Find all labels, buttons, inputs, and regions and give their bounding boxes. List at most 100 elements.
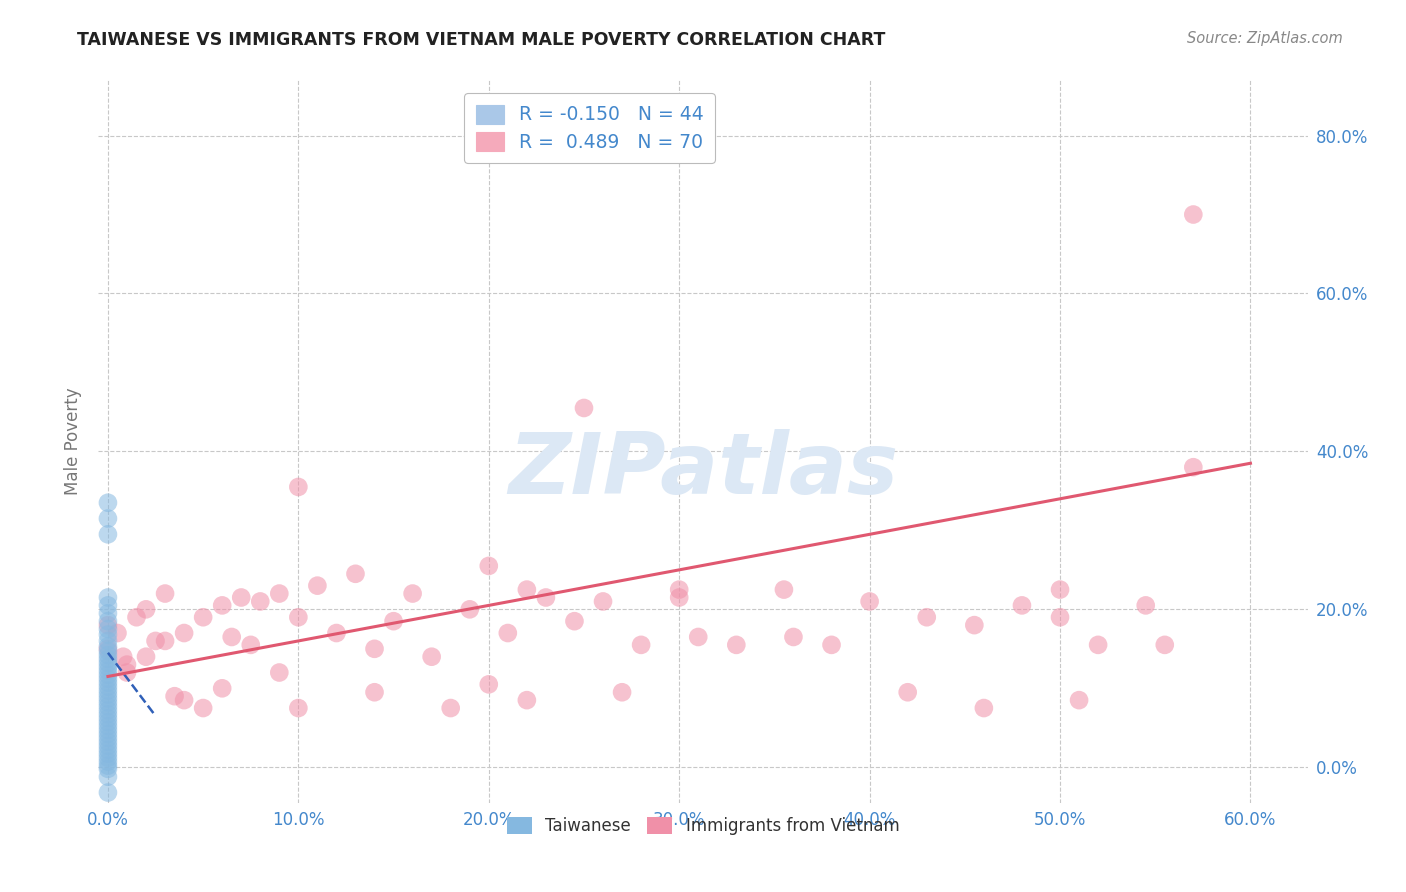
Point	[97, 591, 120, 605]
Point	[97, 683, 120, 698]
Point	[820, 638, 842, 652]
Point	[1087, 638, 1109, 652]
Point	[534, 591, 557, 605]
Point	[97, 656, 120, 670]
Point	[307, 579, 329, 593]
Point	[112, 649, 135, 664]
Point	[287, 480, 309, 494]
Point	[97, 711, 120, 725]
Text: TAIWANESE VS IMMIGRANTS FROM VIETNAM MALE POVERTY CORRELATION CHART: TAIWANESE VS IMMIGRANTS FROM VIETNAM MAL…	[77, 31, 886, 49]
Point	[97, 527, 120, 541]
Point	[97, 743, 120, 757]
Point	[135, 649, 157, 664]
Point	[1049, 610, 1071, 624]
Point	[97, 727, 120, 741]
Point	[1182, 460, 1205, 475]
Point	[1153, 638, 1175, 652]
Y-axis label: Male Poverty: Male Poverty	[65, 388, 83, 495]
Point	[269, 665, 291, 680]
Point	[191, 610, 214, 624]
Point	[173, 693, 195, 707]
Point	[344, 566, 367, 581]
Point	[725, 638, 748, 652]
Point	[897, 685, 920, 699]
Point	[97, 511, 120, 525]
Point	[97, 719, 120, 733]
Point	[363, 685, 385, 699]
Point	[115, 657, 138, 672]
Point	[97, 703, 120, 717]
Point	[97, 675, 120, 690]
Point	[382, 614, 405, 628]
Point	[153, 634, 176, 648]
Point	[572, 401, 595, 415]
Point	[1182, 207, 1205, 221]
Point	[610, 685, 633, 699]
Point	[97, 715, 120, 730]
Point	[325, 626, 347, 640]
Point	[97, 496, 120, 510]
Point	[859, 594, 882, 608]
Point	[97, 739, 120, 753]
Point	[915, 610, 938, 624]
Point	[97, 672, 120, 686]
Point	[211, 599, 233, 613]
Point	[97, 664, 120, 678]
Point	[97, 622, 120, 636]
Point	[211, 681, 233, 696]
Point	[97, 668, 120, 682]
Point	[97, 634, 120, 648]
Point	[97, 735, 120, 749]
Point	[221, 630, 243, 644]
Point	[630, 638, 652, 652]
Point	[97, 699, 120, 714]
Point	[97, 731, 120, 745]
Point	[420, 649, 443, 664]
Point	[963, 618, 986, 632]
Point	[97, 747, 120, 761]
Point	[97, 755, 120, 769]
Point	[592, 594, 614, 608]
Point	[135, 602, 157, 616]
Point	[478, 558, 501, 573]
Point	[401, 586, 423, 600]
Point	[97, 785, 120, 799]
Point	[97, 618, 120, 632]
Point	[125, 610, 148, 624]
Point	[97, 614, 120, 628]
Point	[97, 652, 120, 666]
Point	[97, 607, 120, 621]
Point	[458, 602, 481, 616]
Point	[173, 626, 195, 640]
Point	[239, 638, 262, 652]
Point	[97, 758, 120, 772]
Point	[97, 648, 120, 662]
Point	[97, 691, 120, 706]
Point	[516, 693, 538, 707]
Point	[269, 586, 291, 600]
Point	[153, 586, 176, 600]
Point	[668, 591, 690, 605]
Point	[97, 770, 120, 784]
Point	[231, 591, 253, 605]
Point	[97, 688, 120, 702]
Point	[478, 677, 501, 691]
Point	[97, 723, 120, 738]
Point	[97, 641, 120, 656]
Point	[1067, 693, 1090, 707]
Point	[97, 660, 120, 674]
Point	[97, 751, 120, 765]
Point	[1049, 582, 1071, 597]
Point	[97, 627, 120, 641]
Text: Source: ZipAtlas.com: Source: ZipAtlas.com	[1187, 31, 1343, 46]
Point	[516, 582, 538, 597]
Text: ZIPatlas: ZIPatlas	[508, 429, 898, 512]
Point	[287, 701, 309, 715]
Point	[1135, 599, 1157, 613]
Point	[107, 626, 129, 640]
Point	[287, 610, 309, 624]
Point	[688, 630, 710, 644]
Point	[363, 641, 385, 656]
Point	[668, 582, 690, 597]
Point	[249, 594, 271, 608]
